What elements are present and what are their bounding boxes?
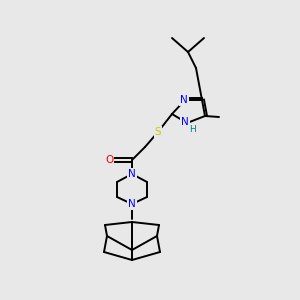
Text: S: S (155, 127, 161, 137)
Text: N: N (128, 169, 136, 179)
Text: N: N (181, 117, 189, 127)
Text: O: O (105, 155, 113, 165)
Text: N: N (180, 95, 188, 105)
Text: H: H (190, 125, 196, 134)
Text: N: N (128, 199, 136, 209)
